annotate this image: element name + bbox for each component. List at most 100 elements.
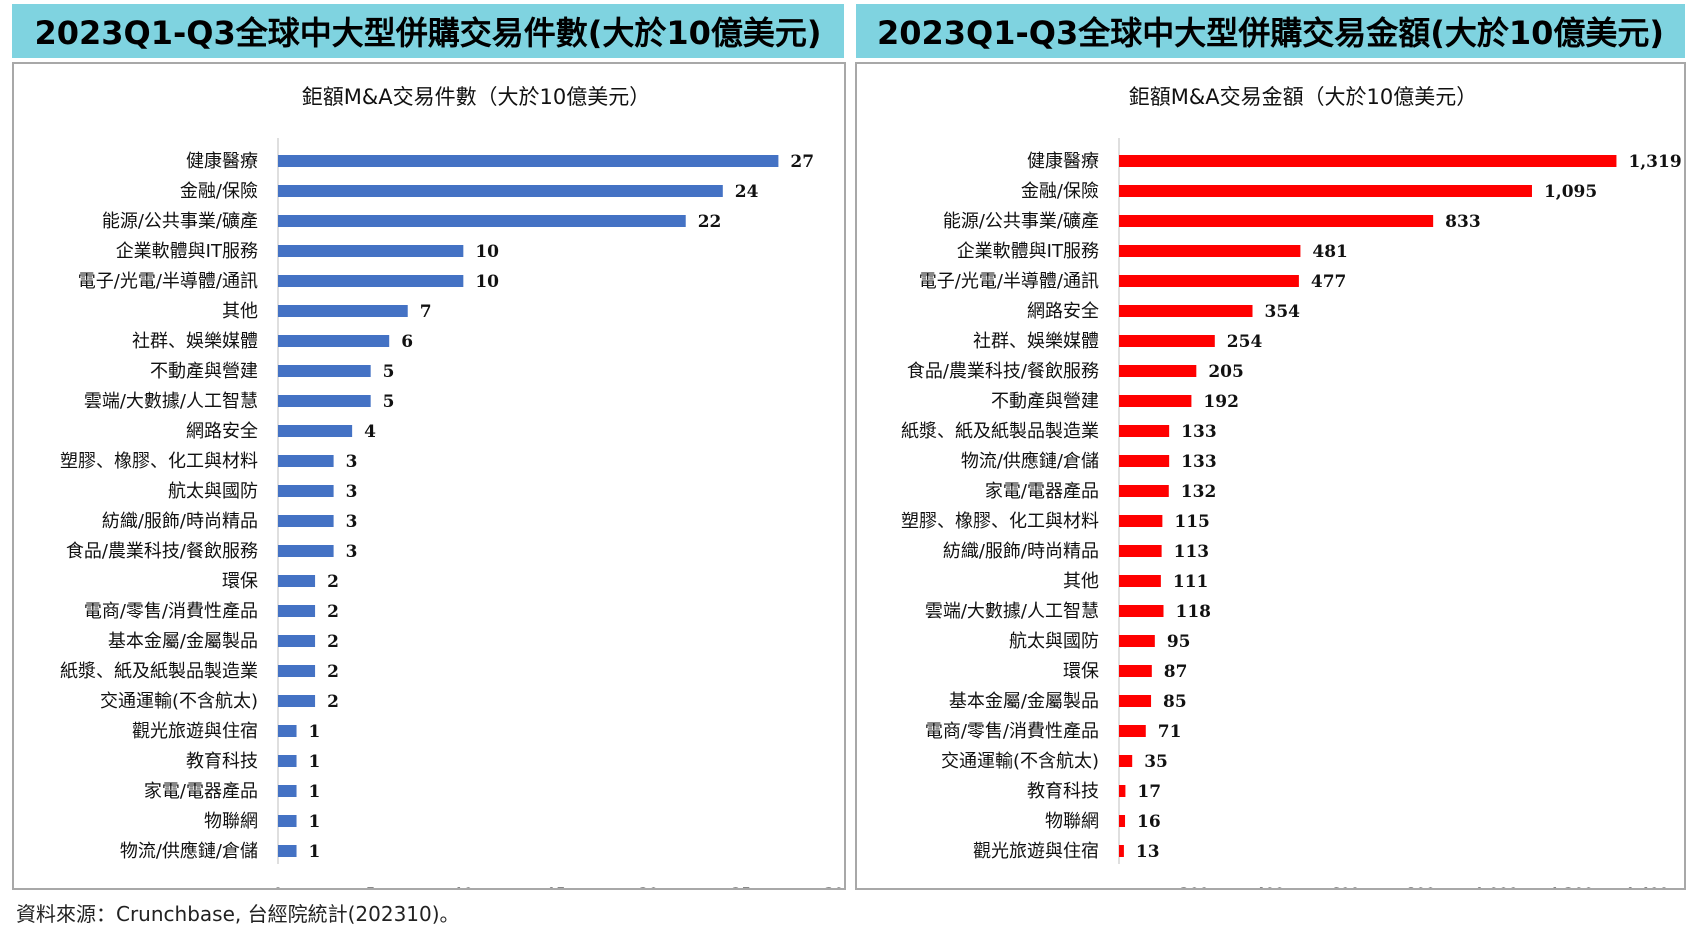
bar — [1119, 575, 1161, 587]
x-tick-label: 800 — [1406, 886, 1435, 888]
category-label: 家電/電器產品 — [144, 781, 258, 802]
data-label: 1 — [309, 722, 321, 742]
data-label: 2 — [327, 662, 339, 682]
x-tick-label: 10 — [454, 886, 474, 888]
bar — [1119, 635, 1155, 647]
category-label: 雲端/大數據/人工智慧 — [925, 601, 1099, 622]
bar — [278, 245, 464, 257]
data-label: 833 — [1445, 212, 1481, 232]
data-label: 2 — [327, 602, 339, 622]
bar — [1119, 365, 1197, 377]
bar — [1119, 305, 1253, 317]
category-label: 環保 — [1063, 661, 1099, 682]
bar — [278, 815, 297, 827]
category-label: 食品/農業科技/餐飲服務 — [66, 541, 258, 562]
category-label: 不動產與營建 — [991, 391, 1099, 412]
x-tick-label: 1,400 — [1625, 886, 1669, 888]
bar — [1119, 695, 1152, 707]
x-tick-label: 1,200 — [1550, 886, 1594, 888]
category-label: 電商/零售/消費性產品 — [84, 601, 258, 622]
data-label: 17 — [1137, 782, 1161, 802]
category-label: 電子/光電/半導體/通訊 — [919, 271, 1099, 292]
data-label: 10 — [475, 242, 499, 262]
bar — [1119, 185, 1532, 197]
data-label: 205 — [1208, 362, 1244, 382]
bar — [1119, 395, 1192, 407]
category-label: 電子/光電/半導體/通訊 — [78, 271, 258, 292]
data-label: 2 — [327, 632, 339, 652]
bar — [1119, 245, 1301, 257]
data-label: 133 — [1181, 452, 1217, 472]
bar — [1119, 845, 1124, 857]
data-label: 3 — [346, 512, 358, 532]
category-label: 能源/公共事業/礦產 — [943, 211, 1099, 232]
data-label: 354 — [1265, 302, 1301, 322]
x-tick-label: 0 — [273, 886, 283, 888]
data-label: 1 — [309, 752, 321, 772]
bar — [278, 215, 686, 227]
bar — [1119, 215, 1434, 227]
right-chart-header: 2023Q1-Q3全球中大型併購交易金額(大於10億美元) — [856, 4, 1685, 58]
category-label: 物流/供應鏈/倉儲 — [961, 450, 1099, 472]
x-tick-label: 20 — [639, 886, 659, 888]
chart-title: 鉅額M&A交易件數（大於10億美元） — [302, 85, 651, 109]
bar — [278, 575, 316, 587]
category-label: 紡織/服飾/時尚精品 — [102, 511, 258, 532]
category-label: 健康醫療 — [1027, 151, 1099, 172]
bar — [278, 845, 297, 857]
data-label: 1,095 — [1544, 182, 1597, 202]
bar — [1119, 155, 1617, 167]
category-label: 企業軟體與IT服務 — [957, 241, 1099, 262]
x-tick-label: 5 — [366, 886, 376, 888]
data-label: 95 — [1167, 632, 1191, 652]
category-label: 雲端/大數據/人工智慧 — [84, 391, 258, 412]
category-label: 交通運輸(不含航太) — [100, 691, 258, 712]
deal-count-chart: 鉅額M&A交易件數（大於10億美元） 健康醫療 27 金融/保險 24 能源/公共事業/礦… — [12, 62, 846, 890]
data-label: 24 — [735, 182, 759, 202]
category-label: 基本金屬/金屬製品 — [949, 691, 1099, 712]
bar — [278, 755, 297, 767]
category-label: 教育科技 — [1027, 781, 1099, 802]
category-label: 交通運輸(不含航太) — [941, 751, 1099, 772]
bar — [1119, 335, 1215, 347]
category-label: 能源/公共事業/礦產 — [102, 211, 258, 232]
bar — [278, 425, 353, 437]
category-label: 航太與國防 — [168, 481, 258, 502]
x-tick-label: 1,000 — [1474, 886, 1518, 888]
bar — [278, 365, 371, 377]
data-label: 22 — [698, 212, 722, 232]
data-label: 16 — [1137, 812, 1161, 832]
data-label: 87 — [1164, 662, 1188, 682]
bar — [1119, 665, 1152, 677]
category-label: 物聯網 — [1045, 811, 1099, 832]
data-label: 115 — [1174, 512, 1210, 532]
data-label: 3 — [346, 452, 358, 472]
category-label: 航太與國防 — [1009, 631, 1099, 652]
data-label: 113 — [1174, 542, 1210, 562]
category-label: 社群、娛樂媒體 — [973, 331, 1099, 352]
bar — [1119, 485, 1169, 497]
data-label: 118 — [1176, 602, 1212, 622]
data-label: 1 — [309, 842, 321, 862]
bar — [1119, 605, 1164, 617]
bar — [278, 545, 334, 557]
category-label: 網路安全 — [186, 421, 258, 442]
bar — [278, 305, 408, 317]
data-label: 2 — [327, 692, 339, 712]
data-label: 2 — [327, 572, 339, 592]
category-label: 物聯網 — [204, 811, 258, 832]
data-label: 5 — [383, 392, 395, 412]
category-label: 金融/保險 — [180, 181, 258, 202]
category-label: 紙漿、紙及紙製品製造業 — [60, 661, 258, 682]
bar — [1119, 725, 1146, 737]
data-label: 1 — [309, 782, 321, 802]
category-label: 塑膠、橡膠、化工與材料 — [901, 511, 1099, 532]
data-label: 35 — [1144, 752, 1168, 772]
data-label: 192 — [1203, 392, 1239, 412]
deal-value-chart: 鉅額M&A交易金額（大於10億美元） 健康醫療 1,319 金融/保險 1,095 能源/… — [855, 62, 1686, 890]
bar — [278, 635, 316, 647]
data-label: 3 — [346, 482, 358, 502]
category-label: 其他 — [1063, 571, 1099, 592]
data-label: 5 — [383, 362, 395, 382]
